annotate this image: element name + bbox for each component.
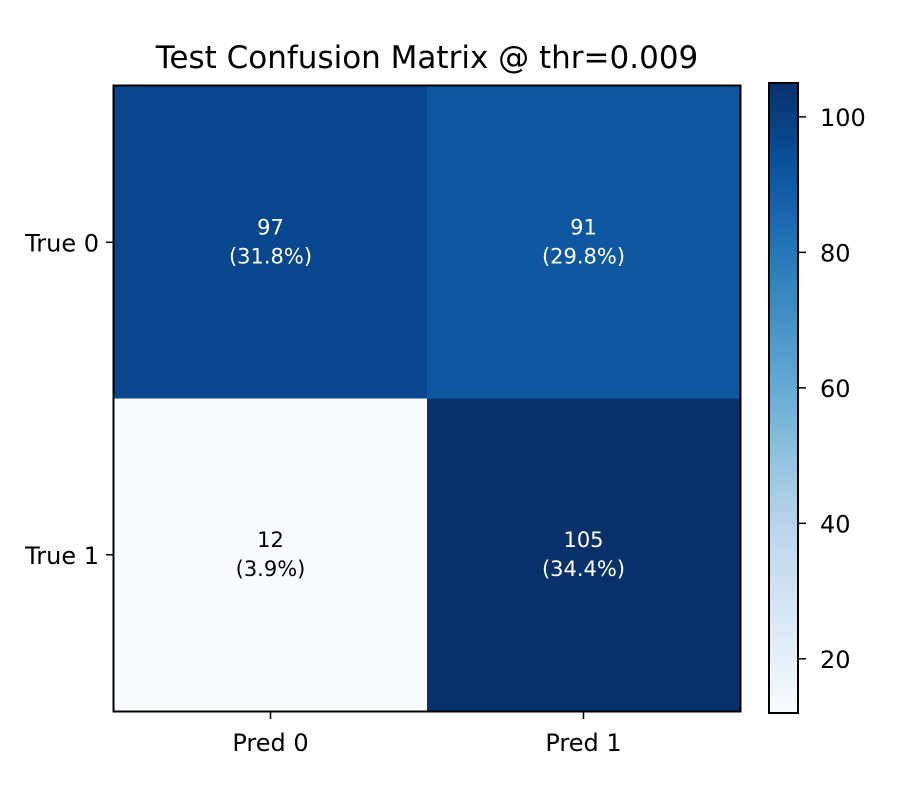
colorbar-tick-label: 80 bbox=[820, 239, 851, 267]
cell-value-label: 91 (29.8%) bbox=[542, 215, 625, 268]
colorbar-frame bbox=[768, 82, 799, 714]
colorbar bbox=[769, 83, 798, 713]
heatmap-cell bbox=[114, 398, 428, 712]
cell-value-label: 105 (34.4%) bbox=[542, 528, 625, 581]
colorbar-axis: 20 40 60 80 100 bbox=[798, 104, 866, 674]
x-tick-label: Pred 0 bbox=[232, 729, 308, 757]
y-axis: True 0 True 1 bbox=[24, 229, 114, 570]
x-tick-label: Pred 1 bbox=[545, 729, 621, 757]
x-axis: Pred 0 Pred 1 bbox=[232, 711, 622, 757]
colorbar-tick-label: 100 bbox=[820, 104, 866, 132]
colorbar-tick-label: 20 bbox=[820, 646, 851, 674]
cell-value-label: 97 (31.8%) bbox=[229, 215, 312, 268]
y-tick-label: True 0 bbox=[24, 229, 99, 257]
heatmap-cells bbox=[114, 86, 741, 712]
cell-value-label: 12 (3.9%) bbox=[236, 528, 306, 581]
chart-title: Test Confusion Matrix @ thr=0.009 bbox=[155, 40, 699, 76]
heatmap-cell-labels: 97 (31.8%) 91 (29.8%) 12 (3.9%) 105 (34.4%) bbox=[229, 215, 625, 581]
y-tick-label: True 1 bbox=[24, 542, 99, 570]
heatmap-cell bbox=[427, 86, 741, 399]
heatmap-cell bbox=[114, 86, 428, 399]
colorbar-tick-label: 40 bbox=[820, 510, 851, 538]
heatmap-cell bbox=[427, 398, 741, 712]
plot-frame bbox=[112, 84, 742, 713]
colorbar-tick-label: 60 bbox=[820, 375, 851, 403]
